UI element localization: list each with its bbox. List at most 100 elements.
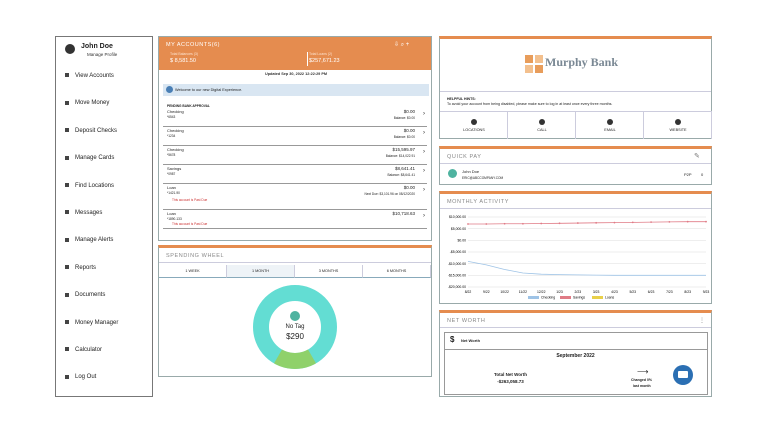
pending-label: PENDING BANK APPROVAL — [167, 104, 210, 108]
nav-item[interactable]: Calculator — [65, 347, 102, 353]
profile-link[interactable]: Manage Profile — [87, 52, 118, 57]
net-worth-month: September 2022 — [556, 353, 595, 359]
spending-wheel-panel: SPENDING WHEEL No Tag $290 1 WEEK 1 MONTH… — [158, 245, 432, 377]
divider — [440, 91, 711, 92]
past-due-note: This account is Past Due — [172, 222, 208, 226]
account-number: *5678 — [167, 153, 176, 157]
action-button[interactable] — [576, 111, 644, 139]
nav-item[interactable]: Documents — [65, 292, 105, 298]
action-label[interactable]: WEBSITE — [669, 128, 687, 132]
chevron[interactable]: › — [423, 168, 425, 174]
nav-label[interactable]: View Accounts — [75, 73, 114, 79]
arrow-icon: ⟶ — [637, 367, 649, 376]
period-tab[interactable]: 6 MONTHS — [363, 265, 431, 278]
point — [576, 222, 579, 224]
nav-icon — [65, 183, 69, 188]
chevron[interactable]: › — [423, 130, 425, 136]
nav-item[interactable]: Manage Alerts — [65, 237, 113, 243]
account-number: *1234 — [167, 134, 176, 138]
account-balance: Balance: $0.00 — [393, 116, 415, 120]
nav-item[interactable]: Move Money — [65, 100, 109, 106]
x-tick-label: 4/23 — [611, 290, 618, 294]
info-icon — [166, 86, 173, 93]
hint-title: HELPFUL HINTS: — [447, 97, 476, 101]
nav-label[interactable]: Reports — [75, 264, 97, 271]
nav-label[interactable]: Deposit Checks — [75, 127, 118, 134]
action-button[interactable] — [508, 111, 576, 139]
nav-label[interactable]: Manage Alerts — [75, 237, 114, 244]
point — [668, 221, 671, 223]
account-name: Savings — [167, 166, 182, 171]
action-label[interactable]: LOCATIONS — [463, 128, 485, 132]
payee-avatar — [448, 169, 457, 178]
chevron[interactable]: › — [423, 149, 425, 155]
total-amount: $ 8,581.50 — [170, 58, 196, 64]
monthly-activity-title: MONTHLY ACTIVITY — [440, 194, 711, 209]
nav-item[interactable]: View Accounts — [65, 73, 114, 79]
nav-item[interactable]: Manage Cards — [65, 155, 114, 161]
x-tick-label: 9/22 — [483, 290, 490, 294]
point — [558, 222, 561, 225]
account-number: *1421-90 — [167, 191, 180, 195]
legend-label: Checking — [541, 296, 555, 300]
period-tab[interactable]: 1 WEEK — [159, 265, 227, 278]
total-value: -$263,058.73 — [497, 379, 524, 384]
action-button[interactable] — [644, 111, 712, 139]
account-balance: Next Due: $3,101.96 on 08/12/2020 — [364, 192, 415, 196]
nav-label[interactable]: Find Locations — [75, 182, 115, 189]
payee-type: P2P — [684, 172, 692, 177]
bank-name: Murphy Bank — [545, 55, 619, 69]
avatar — [65, 44, 75, 54]
period-tab[interactable]: 3 MONTHS — [295, 265, 363, 278]
point — [467, 223, 469, 225]
hint-text: To avoid your account from being disable… — [447, 102, 613, 106]
nav-icon — [65, 73, 69, 78]
account-amount: $0.00 — [403, 185, 415, 190]
chevron[interactable]: › — [423, 111, 425, 117]
activity-chart: $10,000.00 $5,000.00 $0.00 -$5,000.00 -$10,0… — [448, 215, 710, 300]
nav-item[interactable]: Deposit Checks — [65, 128, 117, 134]
nav-label[interactable]: Documents — [75, 292, 106, 299]
total-amount: $257,671.23 — [309, 58, 340, 64]
y-tick-label: -$15,000.00 — [448, 274, 466, 278]
nav-label[interactable]: Money Manager — [75, 319, 119, 326]
menu-icon[interactable]: ⋮ — [699, 318, 705, 324]
past-due-note: This account is Past Due — [172, 198, 208, 202]
nav-label[interactable]: Move Money — [75, 100, 110, 107]
donut-segment — [274, 349, 316, 369]
action-label[interactable]: EMAIL — [604, 128, 616, 132]
account-amount: $8,641.41 — [394, 166, 415, 171]
net-worth-label: Net Worth — [461, 338, 481, 343]
nav-item[interactable]: Find Locations — [65, 183, 114, 189]
nav-item[interactable]: Reports — [65, 265, 96, 271]
account-amount: $0.00 — [403, 109, 415, 114]
nav-item[interactable]: Log Out — [65, 374, 96, 380]
nav-label[interactable]: Log Out — [75, 374, 97, 381]
account-name: Checking — [167, 128, 184, 133]
nav-icon — [65, 155, 69, 160]
tag-label: No Tag — [285, 324, 305, 330]
point — [503, 222, 506, 225]
row-divider — [163, 126, 427, 127]
action-icon — [675, 119, 681, 125]
row-divider — [163, 145, 427, 146]
header-icons[interactable]: ⇩ ⌕ + — [394, 42, 410, 48]
action-label[interactable]: CALL — [537, 128, 547, 132]
nav-label[interactable]: Messages — [75, 210, 103, 216]
nav-icon — [65, 265, 69, 270]
chevron[interactable]: › — [423, 213, 425, 219]
period-tab[interactable]: 1 MONTH — [227, 265, 295, 278]
nav-label[interactable]: Manage Cards — [75, 155, 115, 162]
chevron[interactable]: › — [423, 187, 425, 193]
point — [595, 221, 598, 224]
tag-icon — [290, 311, 300, 321]
edit-icon[interactable]: ✎ — [694, 153, 700, 160]
row-divider — [163, 228, 427, 229]
action-button[interactable] — [440, 111, 508, 139]
nav-item[interactable]: Messages — [65, 210, 102, 216]
spending-donut — [253, 285, 337, 369]
payee-email: ERIC@ABCCOMPANY.COM — [462, 176, 504, 180]
nav-item[interactable]: Money Manager — [65, 320, 118, 326]
nav-label[interactable]: Calculator — [75, 347, 103, 353]
account-name: Loan — [167, 185, 176, 190]
